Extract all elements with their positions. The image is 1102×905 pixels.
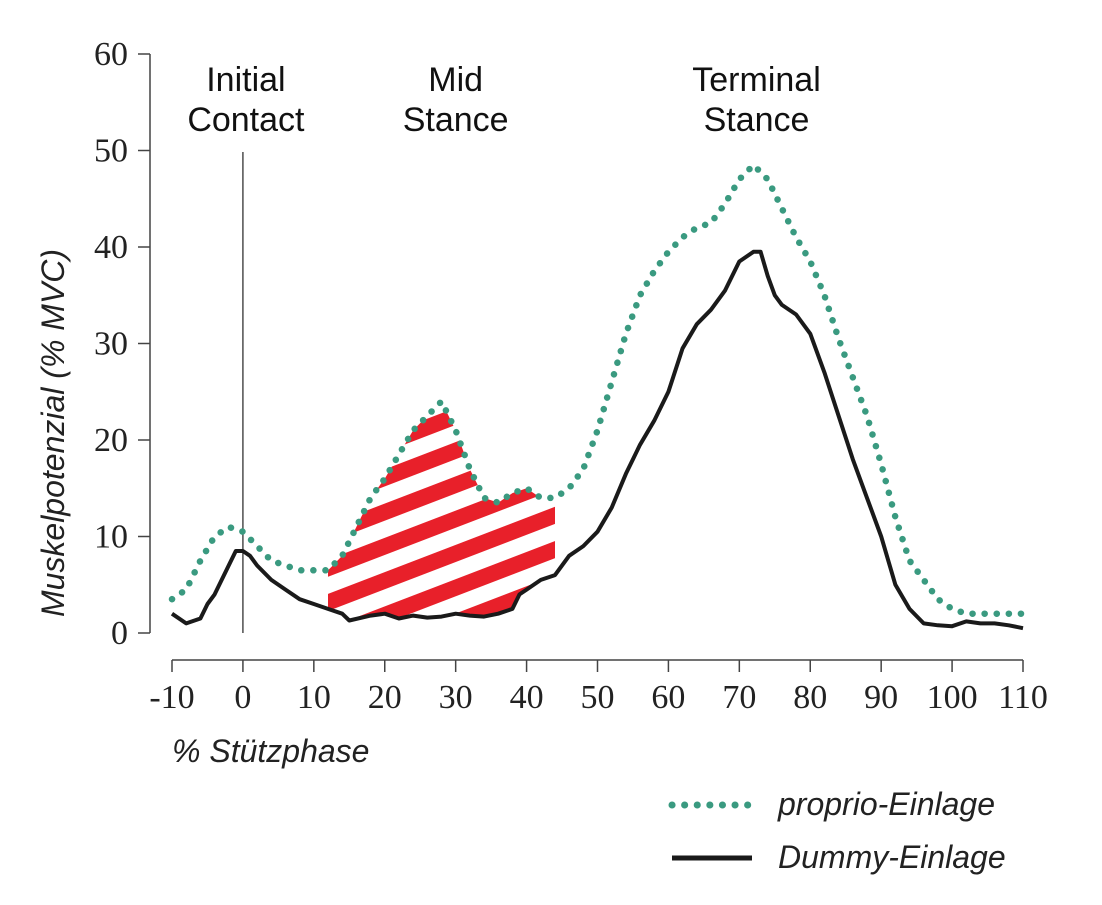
phase-label-line1: Initial [206,61,285,99]
x-tick-label: 10 [297,679,331,716]
highlight-area [328,401,555,621]
series-group [168,161,1027,631]
series-line-dummy-einlage [170,249,1024,631]
x-tick-label: 50 [581,679,615,716]
y-tick-label: 50 [94,133,128,170]
x-tick-label: 0 [234,679,251,716]
highlight-region [328,401,555,621]
y-tick-label: 10 [94,519,128,556]
x-tick-label: 70 [722,679,756,716]
phase-label-line2: Stance [704,101,810,139]
y-tick-label: 40 [94,229,128,266]
x-tick-label: 100 [927,679,978,716]
phase-label-line1: Terminal [692,61,820,99]
x-tick-label: -10 [149,679,194,716]
phase-label-line2: Stance [403,101,509,139]
x-tick-label: 60 [651,679,685,716]
legend-label-dummy: Dummy-Einlage [778,839,1006,875]
y-axis-title: Muskelpotenzial (% MVC) [35,249,71,617]
x-tick-label: 20 [368,679,402,716]
y-tick-label: 20 [94,422,128,459]
y-tick-label: 60 [94,36,128,73]
legend: proprio-Einlage Dummy-Einlage [668,786,1006,875]
x-tick-label: 30 [439,679,473,716]
x-tick-label: 40 [510,679,544,716]
phase-label-line2: Contact [187,101,305,139]
axes: 0 10 20 30 40 50 60 -10 0 10 20 30 40 50 60 70 80 90 100 11… [94,36,1048,716]
y-tick-label: 0 [111,615,128,652]
x-axis-title: % Stützphase [172,733,369,769]
x-tick-label: 80 [793,679,827,716]
phase-label-line1: Mid [428,61,483,99]
x-tick-label: 110 [998,679,1048,716]
legend-label-proprio: proprio-Einlage [777,786,995,822]
series-line-proprio-einlage [168,161,1027,617]
x-tick-label: 90 [864,679,898,716]
y-tick-label: 30 [94,326,128,363]
